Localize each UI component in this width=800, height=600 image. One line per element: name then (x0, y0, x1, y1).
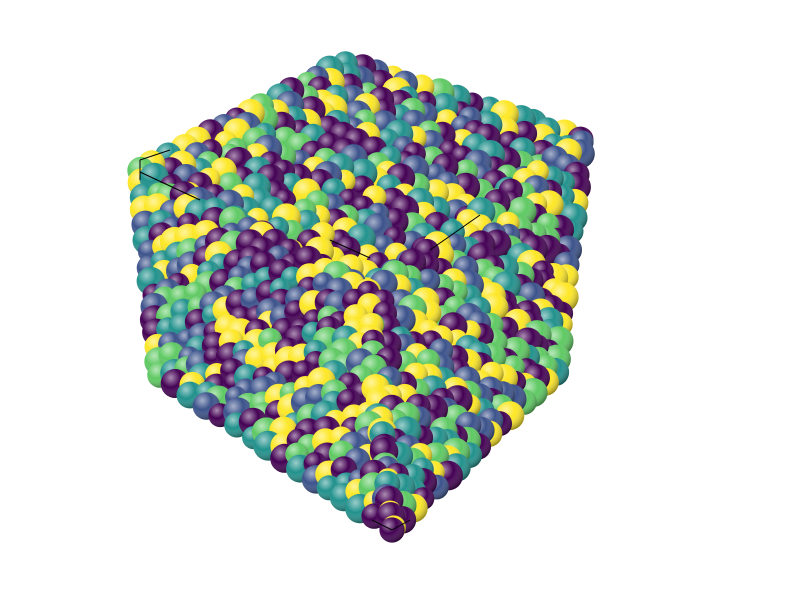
box-edge (391, 519, 411, 531)
atom-spheres (127, 51, 595, 543)
box-edge (139, 149, 171, 161)
bounding-box-front-edges (139, 149, 481, 531)
box-edge (329, 239, 371, 259)
box-edge (139, 171, 201, 201)
box-edge (371, 519, 393, 531)
box-edge (429, 214, 481, 251)
